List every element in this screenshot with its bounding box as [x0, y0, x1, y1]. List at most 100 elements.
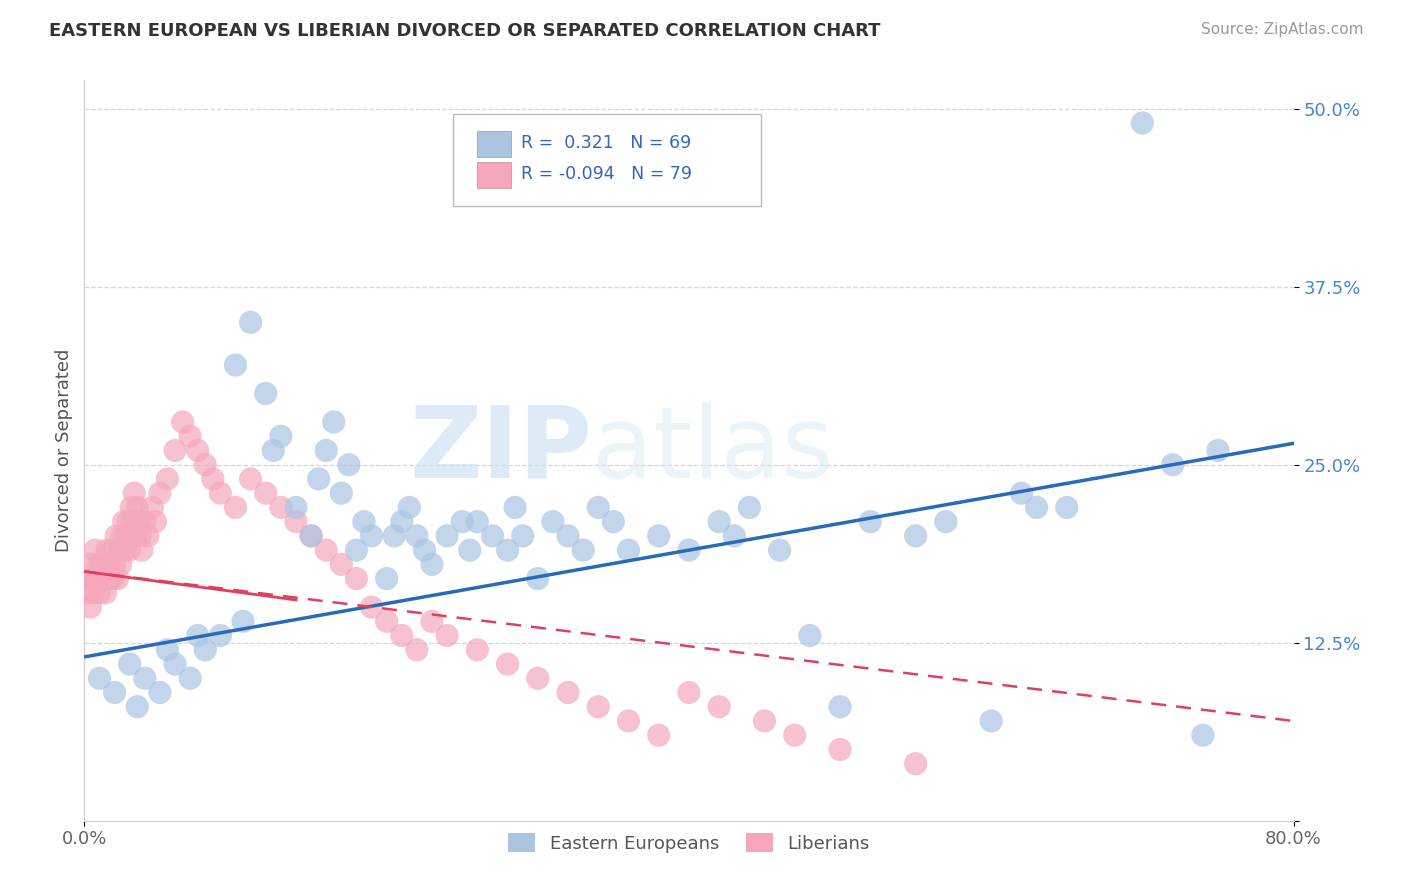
Point: [270, 500, 292, 515]
Point: [648, 529, 671, 543]
Point: [1161, 458, 1184, 472]
Point: [527, 572, 550, 586]
Legend: Eastern Europeans, Liberians: Eastern Europeans, Liberians: [501, 826, 877, 860]
Point: [179, 671, 201, 685]
Point: [110, 558, 132, 572]
Point: [136, 529, 159, 543]
Point: [980, 714, 1002, 728]
Point: [617, 543, 640, 558]
Point: [111, 529, 134, 543]
Point: [128, 515, 150, 529]
Point: [86, 572, 108, 586]
Text: atlas: atlas: [592, 402, 834, 499]
Point: [541, 515, 564, 529]
Point: [322, 415, 344, 429]
Point: [179, 429, 201, 443]
Point: [1130, 116, 1153, 130]
Point: [90, 572, 112, 586]
Point: [346, 543, 368, 558]
Point: [337, 458, 360, 472]
Text: Source: ZipAtlas.com: Source: ZipAtlas.com: [1201, 22, 1364, 37]
Point: [187, 628, 209, 642]
Point: [496, 657, 519, 671]
Point: [398, 500, 420, 515]
Point: [467, 515, 489, 529]
Point: [299, 529, 322, 543]
Point: [391, 515, 413, 529]
Point: [588, 699, 610, 714]
Point: [94, 586, 117, 600]
Point: [254, 386, 277, 401]
Point: [678, 543, 700, 558]
Point: [131, 543, 153, 558]
Point: [935, 515, 957, 529]
Point: [112, 515, 135, 529]
Point: [799, 628, 821, 642]
Point: [1192, 728, 1215, 742]
Point: [285, 515, 308, 529]
Point: [557, 529, 579, 543]
Point: [115, 529, 138, 543]
Point: [1025, 500, 1047, 515]
Point: [77, 558, 100, 572]
FancyBboxPatch shape: [478, 161, 512, 187]
Point: [830, 742, 852, 756]
Point: [330, 558, 353, 572]
Point: [406, 529, 429, 543]
Point: [209, 628, 232, 642]
Point: [451, 515, 474, 529]
Point: [117, 515, 139, 529]
Point: [709, 699, 731, 714]
Point: [709, 515, 731, 529]
Point: [141, 500, 163, 515]
Point: [617, 714, 640, 728]
Point: [145, 515, 167, 529]
Point: [101, 572, 124, 586]
Point: [239, 472, 262, 486]
Point: [572, 543, 595, 558]
Point: [1206, 443, 1229, 458]
Point: [754, 714, 776, 728]
Point: [225, 358, 247, 372]
Point: [285, 500, 308, 515]
Point: [118, 543, 141, 558]
Point: [172, 415, 194, 429]
Point: [201, 472, 224, 486]
Point: [375, 572, 398, 586]
Point: [503, 500, 526, 515]
Point: [156, 472, 179, 486]
Point: [165, 657, 187, 671]
Point: [723, 529, 745, 543]
FancyBboxPatch shape: [478, 130, 512, 156]
Point: [156, 642, 179, 657]
Point: [125, 529, 148, 543]
Point: [194, 642, 217, 657]
Point: [588, 500, 610, 515]
Point: [80, 572, 103, 586]
Point: [308, 472, 330, 486]
Point: [391, 628, 413, 642]
Text: ZIP: ZIP: [409, 402, 592, 499]
Point: [87, 558, 110, 572]
Point: [108, 543, 131, 558]
Point: [96, 543, 118, 558]
FancyBboxPatch shape: [453, 113, 762, 206]
Text: R = -0.094   N = 79: R = -0.094 N = 79: [520, 165, 692, 183]
Point: [375, 615, 398, 629]
Point: [127, 500, 149, 515]
Point: [360, 529, 382, 543]
Point: [830, 699, 852, 714]
Point: [98, 572, 121, 586]
Point: [1056, 500, 1078, 515]
Point: [89, 586, 111, 600]
Point: [114, 543, 136, 558]
Point: [270, 429, 292, 443]
Point: [100, 543, 122, 558]
Point: [299, 529, 322, 543]
Point: [436, 628, 458, 642]
Point: [783, 728, 806, 742]
Point: [859, 515, 882, 529]
Point: [104, 558, 127, 572]
Point: [346, 572, 368, 586]
Point: [84, 543, 107, 558]
